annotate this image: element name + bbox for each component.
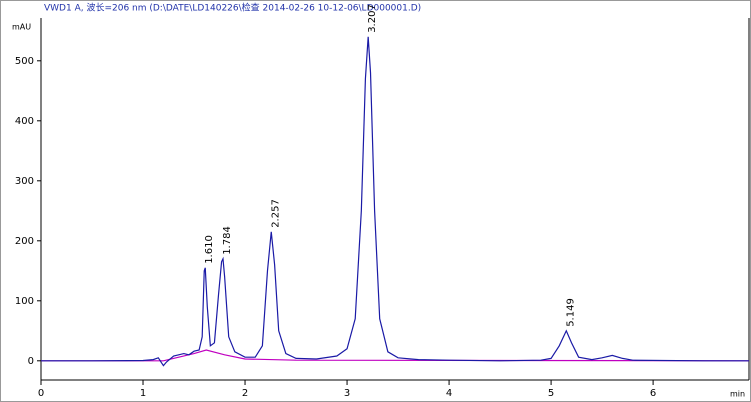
x-tick-label: 4	[446, 388, 452, 399]
y-tick-label: 100	[15, 296, 34, 307]
chart-title: VWD1 A, 波长=206 nm (D:\DATE\LD140226\检查 2…	[44, 2, 421, 14]
peak-label: 2.257	[270, 199, 281, 228]
y-tick-label: 0	[28, 356, 34, 367]
peak-label: 1.610	[204, 235, 215, 264]
y-axis-label: mAU	[12, 23, 31, 32]
peak-label: 1.784	[222, 226, 233, 255]
y-tick-label: 400	[15, 116, 34, 127]
x-tick-label: 1	[140, 388, 146, 399]
peak-label: 5.149	[565, 298, 576, 327]
x-tick-label: 5	[548, 388, 554, 399]
x-tick-label: 3	[344, 388, 350, 399]
trace	[41, 36, 749, 367]
peak-label: 3.207	[367, 4, 378, 33]
y-tick-label: 200	[15, 236, 34, 247]
y-tick-label: 300	[15, 176, 34, 187]
x-tick-label: 2	[242, 388, 248, 399]
x-axis-label: min	[730, 390, 745, 399]
x-tick-label: 6	[650, 388, 656, 399]
x-tick-label: 0	[38, 388, 44, 399]
y-tick-label: 500	[15, 56, 34, 67]
